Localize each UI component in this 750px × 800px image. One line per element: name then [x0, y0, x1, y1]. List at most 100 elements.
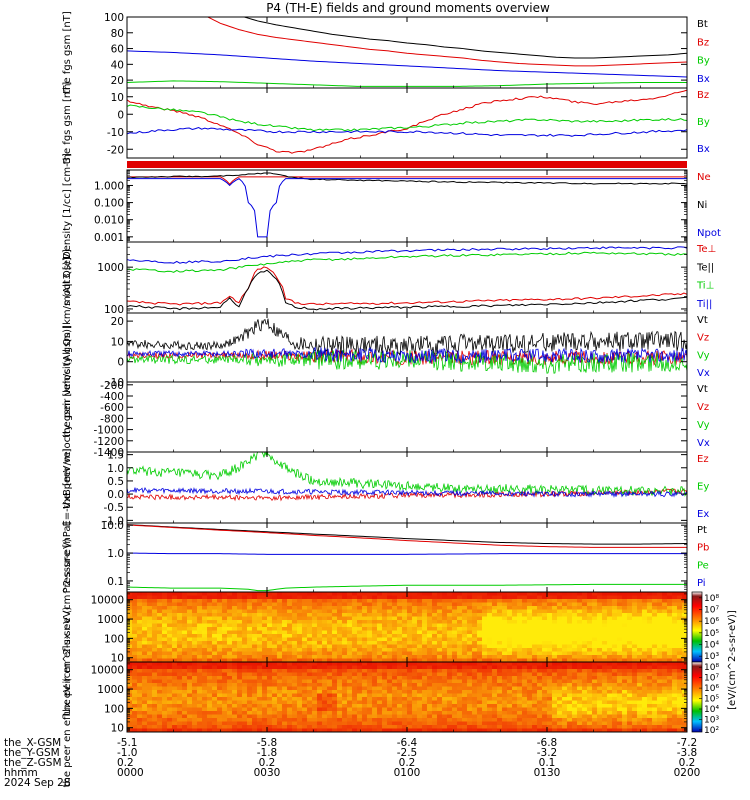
series-line-Pe [127, 583, 687, 592]
x-row-value: 0030 [254, 767, 281, 779]
legend-label: Vy [697, 420, 710, 431]
x-row-value: -1.8 [257, 747, 278, 759]
legend-label: Vt [697, 384, 708, 395]
y-axis-label: moqt3 [eV] [62, 249, 73, 306]
y-tick-label: 10 [111, 92, 124, 104]
y-tick-label: 1.000 [94, 181, 124, 193]
series-line-Pt [127, 524, 687, 545]
panel-3: Ne Ni Npot 1.000 0.100 0.010 0.001 Density [1/c… [62, 153, 721, 259]
legend-label: Bx [697, 74, 710, 85]
series-line-Npot [127, 178, 687, 238]
legend-label: Ey [697, 482, 709, 493]
y-tick-label: 0 [117, 357, 124, 369]
x-row-value: -3.2 [537, 747, 558, 759]
colorbar-title: [eV/(cm^2-s-sr-eV)] [727, 610, 738, 710]
x-row-value: 0100 [394, 767, 421, 779]
legend-label: Vz [697, 333, 709, 344]
legend-label: Pe [697, 560, 709, 571]
legend-label: By [697, 56, 710, 67]
legend-label: Vx [697, 438, 710, 449]
legend-label: Bz [697, 90, 709, 101]
panel-frame [126, 312, 688, 383]
y-axis-label: Pressure [nPa] [62, 522, 73, 594]
y-tick-label: 1000 [97, 614, 124, 626]
legend-label: Pb [697, 543, 709, 554]
y-tick-label: 0.001 [94, 232, 124, 244]
panel-frame [126, 522, 688, 593]
legend-label: Ni [697, 200, 707, 211]
series-line-Bt [242, 17, 687, 59]
y-axis-label: Density [1/cc] [cm-3] [62, 153, 73, 259]
legend-label: Te⊥ [696, 244, 716, 255]
x-row-value: 0.2 [117, 757, 134, 769]
colorbar-tick-label: 10⁵ [704, 629, 719, 639]
series-line-Vt [127, 318, 687, 356]
x-row-value: -7.2 [677, 737, 698, 749]
series-line-Pb [127, 524, 687, 548]
x-row-value: 0200 [674, 767, 701, 779]
panel-1: Bt Bz By Bx 100 80 60 40 20 the fgs gsm [nT] [62, 11, 710, 94]
legend-label: Pi [697, 578, 706, 589]
y-tick-label: 20 [111, 316, 124, 328]
colorbar-tick-label: 10⁶ [704, 617, 719, 627]
legend-label: Vt [697, 315, 708, 326]
y-axis-label: the fgs gsm [nT] [62, 11, 73, 94]
legend-label: Ex [697, 509, 709, 520]
y-tick-label: 20 [111, 75, 124, 87]
y-tick-label: 10.0 [101, 520, 124, 532]
x-row-value: -6.8 [537, 737, 558, 749]
series-line-Bz [206, 17, 687, 67]
colorbar-tick-label: 10⁸ [704, 663, 719, 673]
colorbar-tick-label: 10² [704, 726, 719, 736]
legend-label: Bz [697, 37, 709, 48]
legend-label: Te|| [696, 262, 714, 273]
colorbar-tick-label: 10⁵ [704, 695, 719, 705]
x-row-value: 0.1 [539, 757, 556, 769]
y-tick-label: 1.5 [107, 450, 124, 462]
y-tick-label: 0.5 [107, 476, 124, 488]
y-tick-label: 1000 [97, 262, 124, 274]
series-line-Bx [127, 126, 687, 137]
legend-label: Vz [697, 402, 709, 413]
y-axis-label: the fgs gsm [nT] [62, 82, 73, 165]
y-tick-label: 100 [104, 633, 124, 645]
x-row-label: the_X-GSM [4, 737, 61, 749]
x-row-value: -1.0 [117, 747, 138, 759]
y-tick-label: -400 [100, 391, 124, 403]
y-axis-label: the peir en eflux eV (cm^2-s-sr-eV) [62, 538, 73, 715]
colorbar-tick-label: 10⁸ [704, 594, 719, 604]
x-row-value: 0.2 [679, 757, 696, 769]
series-line-Te⊥ [127, 266, 687, 306]
y-tick-label: 0.100 [94, 198, 124, 210]
y-tick-label: 100 [104, 304, 124, 316]
y-tick-label: 0 [117, 109, 124, 121]
series-line-Ne [127, 176, 687, 185]
y-axis-label: the peir velocity gsm [km/s (All Qs)] [62, 257, 73, 438]
panel-4: Te⊥ Te|| Ti⊥ Ti|| 1000 100 moqt3 [eV] [62, 241, 716, 316]
legend-label: Ti⊥ [696, 281, 714, 292]
x-axis-labels: the_X-GSM -5.1 -5.8 -6.4 -6.8 -7.2 the_Y-GSM -1… [4, 737, 700, 789]
legend-label: Ez [697, 454, 709, 465]
legend-label: Bx [697, 144, 710, 155]
y-tick-label: 10 [111, 336, 124, 348]
spectrogram [127, 662, 687, 732]
x-row-value: 0000 [117, 767, 144, 779]
y-tick-label: 10 [111, 653, 124, 665]
colorbar-tick-label: 10³ [704, 652, 719, 662]
colorbar-tick-label: 10⁶ [704, 684, 719, 694]
panel-2: Bz By Bx 10 0 -10 -20 the fgs gsm [nT] [62, 82, 710, 165]
figure-title: P4 (TH-E) fields and ground moments over… [266, 1, 550, 15]
y-tick-label: 0.0 [107, 489, 124, 501]
series-line-Bz [127, 89, 687, 154]
y-tick-label: 10000 [91, 665, 124, 677]
colorbar-tick-label: 10⁴ [704, 705, 719, 715]
series-line-Vx [127, 346, 687, 364]
y-tick-label: 1.0 [107, 548, 124, 560]
x-row-value: -3.8 [677, 747, 698, 759]
x-row-value: -5.8 [257, 737, 278, 749]
y-tick-label: 1.0 [107, 463, 124, 475]
